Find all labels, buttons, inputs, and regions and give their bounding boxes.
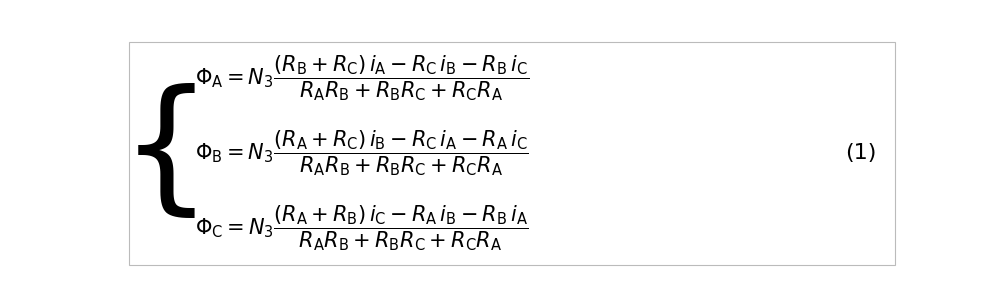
Text: $\Phi_{\mathrm{C}} = N_3 \dfrac{(R_{\mathrm{A}} + R_{\mathrm{B}})\,i_{\mathrm{C}: $\Phi_{\mathrm{C}} = N_3 \dfrac{(R_{\mat… — [195, 203, 529, 252]
Text: $\Phi_{\mathrm{A}} = N_3 \dfrac{(R_{\mathrm{B}} + R_{\mathrm{C}})\,i_{\mathrm{A}: $\Phi_{\mathrm{A}} = N_3 \dfrac{(R_{\mat… — [195, 54, 529, 103]
Text: (1): (1) — [846, 143, 877, 163]
Text: $\{$: $\{$ — [119, 82, 196, 224]
Text: $\Phi_{\mathrm{B}} = N_3 \dfrac{(R_{\mathrm{A}} + R_{\mathrm{C}})\,i_{\mathrm{B}: $\Phi_{\mathrm{B}} = N_3 \dfrac{(R_{\mat… — [195, 128, 529, 178]
